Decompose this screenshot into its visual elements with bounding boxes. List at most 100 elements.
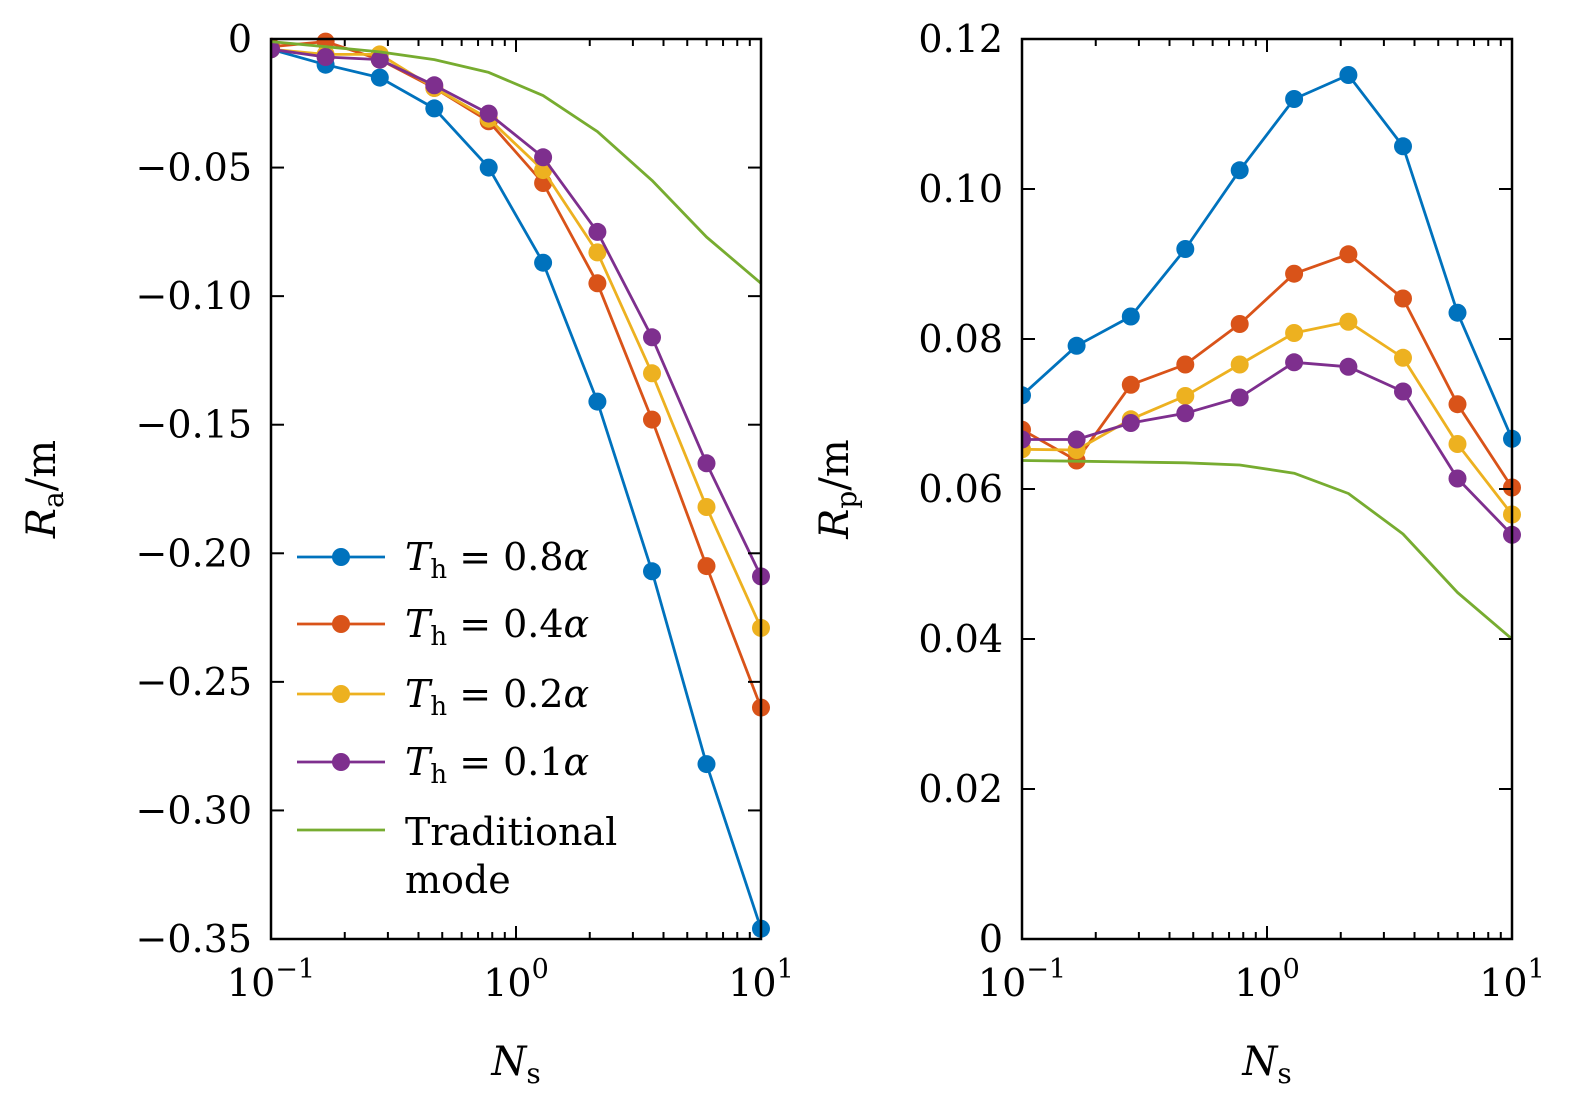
x-tick-label: 100 [483, 954, 549, 1005]
data-point [1394, 382, 1412, 401]
x-axis-ticks [270, 39, 762, 939]
series-1 [1022, 66, 1521, 448]
data-point [1339, 66, 1358, 84]
data-point [1394, 137, 1412, 156]
data-point [643, 328, 661, 347]
data-point [316, 48, 335, 66]
data-point [1230, 161, 1249, 180]
data-point [1285, 264, 1304, 283]
x-axis-label: Ns [1241, 1039, 1291, 1090]
data-point [697, 557, 716, 576]
data-point [1121, 375, 1140, 394]
legend-label: Th = 0.8α [405, 535, 589, 585]
data-point [1394, 348, 1412, 367]
data-point [1121, 414, 1140, 432]
series-5 [271, 40, 762, 285]
data-point [1285, 353, 1304, 372]
plot-frame [1020, 37, 1514, 941]
legend: Th = 0.8α Th = 0.4α Th = 0.2α Th = 0.1α Trad… [297, 535, 617, 902]
data-point [425, 99, 444, 118]
data-point [643, 410, 661, 429]
series-line [1022, 320, 1514, 516]
data-point [1176, 240, 1195, 258]
data-point [1067, 430, 1086, 449]
data-point [534, 148, 553, 167]
series-line [1022, 73, 1514, 440]
legend-entry-2: Th = 0.4α [297, 602, 589, 652]
legend-marker [332, 615, 350, 633]
series-4 [271, 40, 770, 586]
data-point [1230, 355, 1249, 374]
data-point [588, 222, 607, 241]
data-point [370, 68, 389, 87]
data-point [1022, 386, 1031, 405]
x-tick-label: 100 [1234, 954, 1300, 1005]
y-tick-label: −0.10 [136, 274, 252, 318]
y-tick-label: −0.05 [136, 146, 252, 190]
data-point [588, 243, 607, 262]
legend-label: Th = 0.1α [405, 740, 589, 790]
series-line [1022, 360, 1514, 536]
y-tick-label: 0.10 [918, 167, 1003, 211]
legend-entry-4: Th = 0.1α [297, 740, 589, 790]
y-tick-label: −0.15 [136, 403, 252, 447]
data-point [1176, 387, 1195, 405]
data-point [1176, 404, 1195, 423]
x-axis-label: Ns [490, 1039, 540, 1090]
data-point [1339, 245, 1358, 264]
data-point [1285, 324, 1304, 342]
data-point [1230, 388, 1249, 407]
series-line [271, 47, 763, 578]
y-tick-label: 0.06 [918, 467, 1003, 511]
legend-label: Th = 0.2α [405, 672, 589, 722]
data-point [588, 392, 607, 411]
data-point [1394, 289, 1412, 308]
data-point [479, 104, 498, 123]
legend-marker [332, 753, 350, 771]
data-point [479, 158, 498, 177]
data-point [588, 274, 607, 293]
series-4 [1022, 353, 1521, 544]
data-point [1448, 435, 1467, 453]
y-tick-label: 0.12 [918, 17, 1003, 61]
y-tick-label: 0.04 [918, 617, 1003, 661]
x-tick-label: 101 [728, 954, 794, 1005]
data-point [370, 50, 389, 69]
y-tick-label: −0.20 [136, 531, 252, 575]
y-tick-label: 0 [979, 917, 1003, 961]
series-line [1022, 459, 1513, 641]
data-point [643, 562, 661, 581]
y-tick-label: −0.30 [136, 788, 252, 832]
data-point [1339, 357, 1358, 376]
series-line [1022, 252, 1514, 489]
left-chart-panel: 10−1 100 101 0 −0.05 −0.10 −0.15 −0.20 −0.25 −0.3… [19, 17, 794, 1090]
legend-marker [332, 685, 350, 703]
data-point [1022, 430, 1031, 449]
series-2 [1022, 245, 1521, 497]
right-chart-panel: 10−1 100 101 0 0.02 0.04 0.06 0.08 0.10 0.12 Ns Rp/… [812, 17, 1545, 1090]
series-line [271, 47, 763, 930]
legend-label: mode [405, 858, 511, 902]
x-tick-label: 10−1 [978, 954, 1066, 1005]
data-point [643, 364, 661, 383]
data-point [1230, 315, 1249, 333]
y-tick-label: 0 [228, 17, 252, 61]
data-point [1339, 312, 1358, 331]
data-point [1448, 303, 1467, 322]
data-point [425, 76, 444, 95]
x-tick-label: 10−1 [227, 954, 315, 1005]
legend-label: Th = 0.4α [405, 602, 589, 652]
data-point [271, 40, 280, 59]
series-line [271, 40, 762, 285]
data-point [1067, 336, 1086, 355]
data-point [1176, 355, 1195, 374]
legend-entry-1: Th = 0.8α [297, 535, 589, 585]
data-point [534, 253, 553, 272]
data-point [1448, 469, 1467, 488]
data-point [697, 454, 716, 473]
data-point [697, 755, 716, 774]
y-tick-label: −0.35 [136, 917, 252, 961]
series-1 [271, 40, 770, 938]
